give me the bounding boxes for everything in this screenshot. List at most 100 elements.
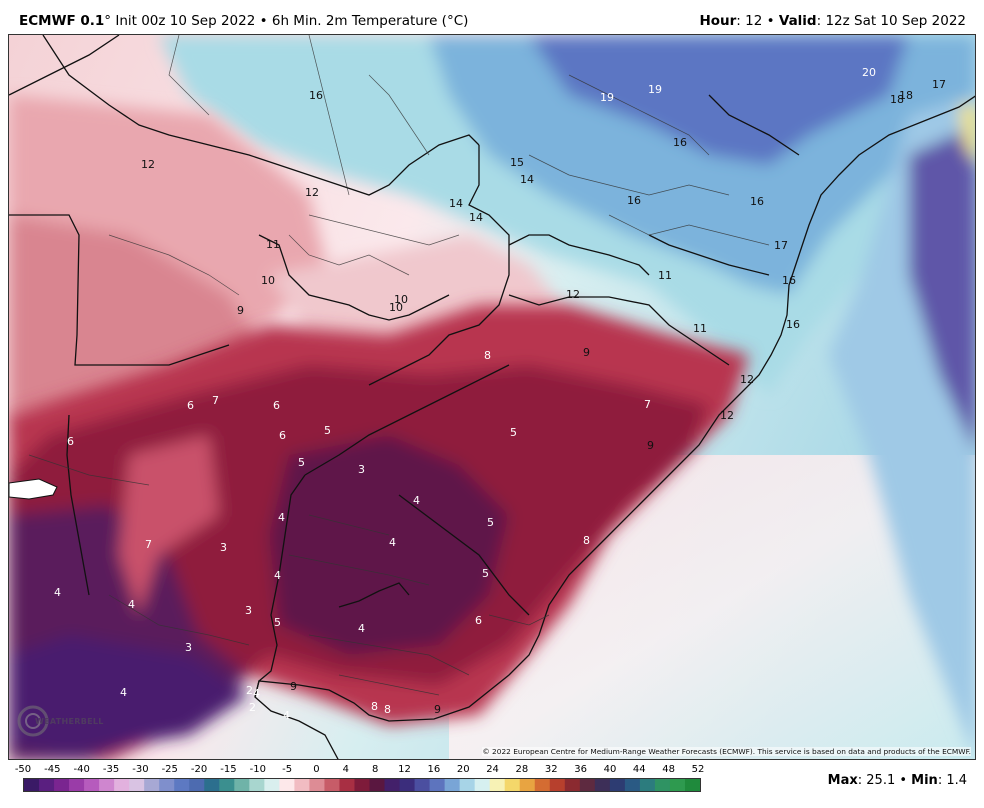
colorbar-swatch	[204, 779, 220, 791]
copyright-notice: © 2022 European Centre for Medium-Range …	[482, 747, 971, 756]
temperature-map[interactable]: 16 12 12 11 10 9 10 10 14 14 15 14 19 19 16 16 16 20 18 18 1…	[8, 34, 976, 760]
colorbar-tick-label: 12	[398, 764, 411, 775]
swirl-icon	[17, 705, 49, 737]
contour-label: 4	[283, 709, 290, 722]
colorbar-swatch	[519, 779, 536, 791]
contour-label: 14	[449, 197, 463, 210]
contour-label: 14	[469, 211, 483, 224]
logo-text: WEATHERBELL	[35, 717, 104, 726]
colorbar-tick-label: 52	[691, 764, 705, 775]
contour-label: 6	[187, 399, 194, 412]
contour-label: 10	[394, 293, 408, 306]
contour-label: 11	[266, 238, 280, 251]
colorbar-swatch	[474, 779, 491, 791]
contour-label: 4	[358, 622, 365, 635]
contour-label: 4	[120, 686, 127, 699]
min-label: Min	[911, 773, 938, 788]
colorbar-swatch	[294, 779, 311, 791]
colorbar-swatch	[324, 779, 341, 791]
colorbar-swatch	[429, 779, 446, 791]
colorbar-tick-label: -45	[44, 764, 61, 775]
lake	[9, 478, 58, 500]
colorbar-swatch	[609, 779, 626, 791]
contour-label: 9	[237, 304, 244, 317]
min-value: : 1.4	[937, 773, 967, 788]
colorbar-tick-label: -35	[102, 764, 120, 775]
colorbar-swatch	[234, 779, 250, 791]
contour-label: 16	[750, 195, 764, 208]
contour-label: 4	[253, 687, 260, 700]
colorbar-swatch	[159, 779, 175, 791]
colorbar: -50 -45 -40 -35 -30 -25 -20 -15 -10 -5 0 4 8 12 16 20 24…	[0, 760, 984, 808]
header-title: ECMWF 0.1° Init 00z 10 Sep 2022 • 6h Min…	[19, 13, 468, 29]
contour-label: 15	[510, 156, 524, 169]
colorbar-swatch	[549, 779, 566, 791]
valid-label: Valid	[778, 13, 817, 29]
colorbar-swatch	[339, 779, 356, 791]
contour-label: 17	[774, 239, 788, 252]
contour-label: 8	[583, 534, 590, 547]
colorbar-swatch	[369, 779, 386, 791]
colorbar-swatch	[624, 779, 641, 791]
colorbar-swatch	[414, 779, 431, 791]
contour-label: 6	[475, 614, 482, 627]
colorbar-tick-label: -25	[161, 764, 178, 775]
colorbar-tick-label: 32	[544, 764, 558, 775]
contour-label: 12	[305, 186, 319, 199]
colorbar-swatch	[54, 779, 70, 791]
colorbar-swatch	[579, 779, 596, 791]
contour-label: 12	[720, 409, 734, 422]
contour-label: 7	[212, 394, 219, 407]
max-value: : 25.1 •	[857, 773, 912, 788]
colorbar-swatch	[684, 779, 700, 791]
colorbar-ticks: -50 -45 -40 -35 -30 -25 -20 -15 -10 -5 0 4 8 12 16 20 24…	[0, 764, 984, 778]
contour-label: 4	[54, 586, 61, 599]
colorbar-tick-label: -20	[190, 764, 208, 775]
colorbar-swatch	[444, 779, 461, 791]
colorbar-tick-label: 48	[662, 764, 676, 775]
map-header: ECMWF 0.1° Init 00z 10 Sep 2022 • 6h Min…	[0, 0, 984, 34]
colorbar-swatch	[114, 779, 130, 791]
contour-label: 18	[890, 93, 904, 106]
contour-label: 20	[862, 66, 876, 79]
colorbar-tick-label: 0	[313, 764, 320, 775]
contour-label: 11	[658, 269, 672, 282]
contour-label: 18	[899, 89, 913, 102]
colorbar-swatch	[594, 779, 611, 791]
contour-label: 2	[246, 684, 253, 697]
contour-label: 16	[309, 89, 323, 102]
colorbar-tick-label: -10	[249, 764, 266, 775]
colorbar-tick-label: -30	[132, 764, 149, 775]
colorbar-swatch	[219, 779, 235, 791]
stats-readout: Max: 25.1 • Min: 1.4	[828, 773, 967, 788]
colorbar-swatch	[654, 779, 671, 791]
contour-label: 9	[290, 680, 297, 693]
colorbar-gradient	[23, 778, 701, 792]
colorbar-swatch	[279, 779, 295, 791]
colorbar-tick-label: -40	[73, 764, 90, 775]
contour-label: 3	[358, 463, 365, 476]
colorbar-swatch	[669, 779, 686, 791]
valid-value: : 12z Sat 10 Sep 2022	[816, 13, 966, 29]
contour-label: 5	[482, 567, 489, 580]
colorbar-swatch	[459, 779, 476, 791]
max-label: Max	[827, 773, 858, 788]
colorbar-swatch	[384, 779, 401, 791]
colorbar-tick-label: 24	[486, 764, 499, 775]
contour-label: 5	[298, 456, 305, 469]
colorbar-swatch	[354, 779, 371, 791]
contour-label: 16	[786, 318, 800, 331]
hour-value: : 12 •	[736, 13, 779, 29]
colorbar-swatch	[504, 779, 521, 791]
colorbar-swatch	[489, 779, 506, 791]
colorbar-tick-label: 20	[456, 764, 470, 775]
colorbar-swatch	[189, 779, 205, 791]
header-valid-time: Hour: 12 • Valid: 12z Sat 10 Sep 2022	[699, 13, 966, 29]
contour-label: 4	[413, 494, 420, 507]
colorbar-swatch	[564, 779, 581, 791]
weatherbell-logo: WEATHERBELL	[15, 701, 105, 745]
colorbar-swatch	[534, 779, 551, 791]
colorbar-tick-label: 44	[632, 764, 646, 775]
colorbar-tick-label: 4	[342, 764, 349, 775]
